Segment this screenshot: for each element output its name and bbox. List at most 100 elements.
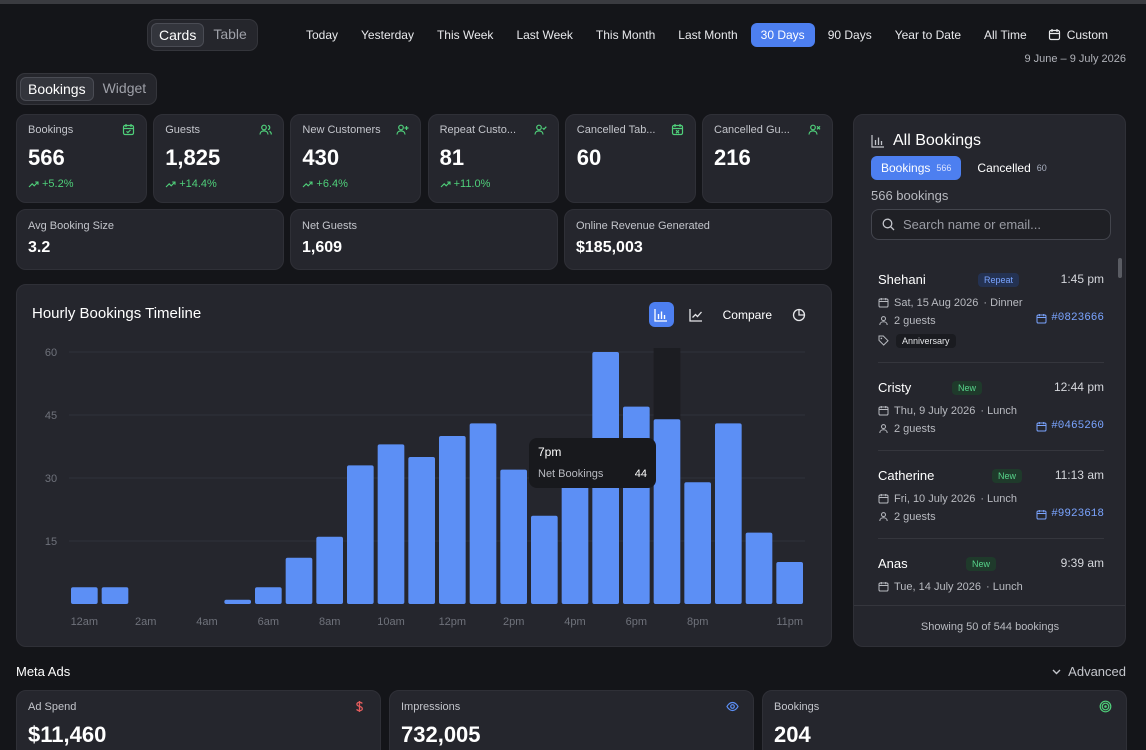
wide-stat-label: Online Revenue Generated (576, 220, 710, 232)
wide-stat-card-1[interactable]: Net Guests 1,609 (290, 209, 558, 270)
calendar-icon (1036, 421, 1047, 431)
stat-card-2[interactable]: New Customers 430 +6.4% (290, 114, 422, 203)
stat-card-3[interactable]: Repeat Custo... 81 +11.0% (427, 114, 559, 203)
bar-8pm[interactable] (684, 482, 711, 604)
booking-reference[interactable]: #0465260 (1036, 420, 1104, 432)
bar-6pm[interactable] (623, 406, 650, 604)
stat-change-text: +5.2% (42, 178, 74, 190)
range-option-last-month[interactable]: Last Month (678, 27, 738, 42)
line-chart-toggle[interactable] (684, 302, 709, 327)
panel-title: All Bookings (871, 132, 981, 150)
pie-chart-toggle[interactable] (786, 302, 811, 327)
pie-chart-icon (792, 308, 805, 321)
stat-card-5[interactable]: Cancelled Gu... 216 (702, 114, 833, 203)
wide-stat-card-0[interactable]: Avg Booking Size 3.2 (16, 209, 284, 270)
meta-card-0[interactable]: Ad Spend $11,460 (16, 690, 381, 750)
booking-guests: 2 guests (894, 510, 936, 523)
bookings-mode-button[interactable]: Bookings (20, 77, 94, 101)
chevron-down-icon (1052, 669, 1061, 675)
bar-chart-icon (654, 308, 668, 322)
stat-value: 430 (302, 145, 340, 170)
bar-11am[interactable] (408, 457, 435, 604)
custom-range-button[interactable]: Custom (1040, 28, 1108, 42)
bar-chart-icon (871, 135, 884, 148)
wide-stat-value: 3.2 (28, 239, 51, 256)
y-tick-label: 15 (45, 536, 57, 548)
bar-9pm[interactable] (715, 423, 742, 604)
range-option-30-days[interactable]: 30 Days (750, 22, 815, 47)
booking-item[interactable]: Cristy New 12:44 pm Thu, 9 July 2026 · Lunch… (878, 380, 1104, 437)
booking-reference[interactable]: #9923618 (1036, 508, 1104, 520)
tab-bookings-label: Bookings (881, 161, 931, 175)
table-view-button[interactable]: Table (213, 26, 247, 42)
range-option-90-days[interactable]: 90 Days (827, 27, 872, 42)
bookings-count: 566 bookings (871, 188, 949, 203)
bar-10am[interactable] (377, 444, 405, 604)
range-option-this-month[interactable]: This Month (595, 27, 656, 42)
bar-1pm[interactable] (469, 423, 497, 604)
bar-6am[interactable] (255, 587, 282, 604)
bar-3pm[interactable] (531, 515, 558, 604)
bar-chart-toggle[interactable] (648, 302, 674, 327)
stat-card-4[interactable]: Cancelled Tab... 60 (564, 114, 696, 203)
x-tick-label: 4pm (564, 616, 585, 628)
x-tick-label: 6pm (626, 616, 647, 628)
meta-card-2[interactable]: Bookings 204 (762, 690, 1127, 750)
tab-cancelled[interactable]: Cancelled 60 (967, 156, 1056, 180)
range-option-last-week[interactable]: Last Week (516, 27, 573, 42)
cards-view-button[interactable]: Cards (151, 23, 205, 47)
date-range-bar: Today Yesterday This Week Last Week This Mon… (296, 22, 1108, 47)
bar-11pm[interactable] (776, 562, 803, 604)
bar-7pm[interactable] (653, 419, 681, 604)
trend-up-icon (303, 181, 313, 188)
search-input[interactable] (903, 217, 1103, 232)
line-chart-icon (689, 308, 703, 322)
booking-time: 9:39 am (1060, 556, 1104, 570)
booking-item[interactable]: Anas New 9:39 am Tue, 14 July 2026 · Lunch (878, 556, 1104, 595)
booking-date: Sat, 15 Aug 2026 (894, 296, 979, 309)
panel-title-text: All Bookings (893, 132, 982, 149)
wide-stat-card-2[interactable]: Online Revenue Generated $185,003 (564, 209, 832, 270)
booking-item[interactable]: Shehani Repeat 1:45 pm Sat, 15 Aug 2026 · Di… (878, 272, 1104, 349)
bar-2pm[interactable] (500, 469, 527, 604)
range-option-this-week[interactable]: This Week (436, 27, 494, 42)
users-icon (259, 124, 273, 135)
panel-footer: Showing 50 of 544 bookings (854, 605, 1125, 646)
bar-1am[interactable] (101, 587, 129, 604)
booking-reference[interactable]: #0823666 (1036, 312, 1104, 324)
bookings-list[interactable]: Shehani Repeat 1:45 pm Sat, 15 Aug 2026 · Di… (854, 258, 1125, 605)
range-option-all-time[interactable]: All Time (984, 27, 1027, 42)
calendar-x-icon (671, 124, 683, 136)
bar-7am[interactable] (285, 557, 313, 604)
tab-bookings[interactable]: Bookings 566 (871, 156, 962, 180)
bar-10pm[interactable] (745, 532, 773, 604)
tooltip-value: 44 (634, 468, 647, 480)
y-tick-label: 30 (45, 473, 57, 485)
search-icon (882, 218, 895, 231)
booking-name: Cristy (878, 380, 912, 395)
stat-card-0[interactable]: Bookings 566 +5.2% (16, 114, 147, 203)
bar-5am[interactable] (224, 599, 251, 604)
booking-meal: · Dinner (983, 296, 1023, 309)
user-plus-icon (396, 124, 409, 135)
range-option-today[interactable]: Today (306, 27, 339, 42)
meta-card-1[interactable]: Impressions 732,005 (389, 690, 754, 750)
bar-8am[interactable] (316, 536, 343, 604)
tab-bookings-count: 566 (936, 163, 952, 173)
bar-12pm[interactable] (439, 436, 466, 604)
range-option-year-to-date[interactable]: Year to Date (894, 27, 961, 42)
x-tick-label: 8am (319, 616, 340, 628)
eye-icon (726, 701, 739, 712)
widget-mode-button[interactable]: Widget (102, 80, 147, 96)
range-option-yesterday[interactable]: Yesterday (361, 27, 414, 42)
booking-item[interactable]: Catherine New 11:13 am Fri, 10 July 2026 · L… (878, 468, 1104, 525)
list-scrollbar[interactable] (1118, 258, 1122, 278)
bar-12am[interactable] (71, 587, 98, 604)
booking-time: 1:45 pm (1060, 272, 1104, 286)
compare-button[interactable]: Compare (722, 307, 772, 322)
stat-card-1[interactable]: Guests 1,825 +14.4% (153, 114, 285, 203)
bar-9am[interactable] (347, 465, 374, 604)
stat-label: New Customers (302, 124, 381, 136)
booking-meal: · Lunch (986, 580, 1023, 593)
advanced-toggle[interactable]: Advanced (1051, 664, 1126, 679)
